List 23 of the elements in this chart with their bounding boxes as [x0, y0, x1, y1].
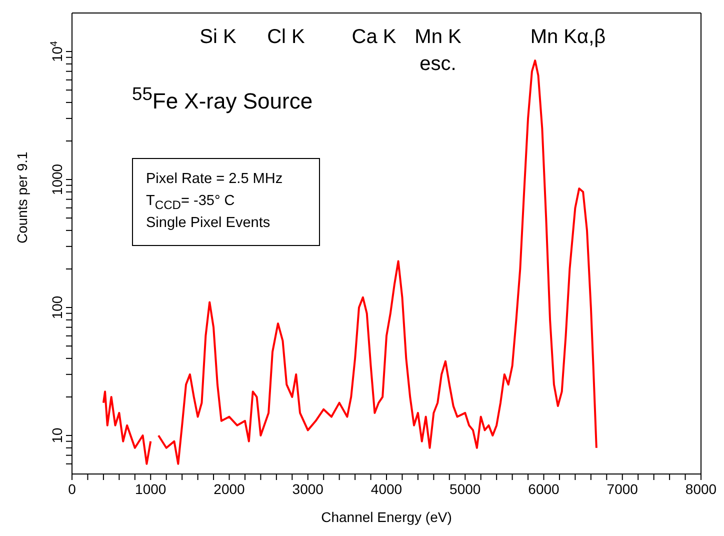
- y-tick-label: 10: [49, 427, 65, 444]
- annotation: Mn Kα,β: [529, 25, 607, 50]
- x-tick-label: 0: [68, 481, 76, 497]
- annotation: Cl K: [266, 25, 306, 50]
- annotation: Single Pixel Events: [146, 214, 272, 233]
- y-axis-title: Counts per 9.1: [14, 151, 30, 244]
- x-tick-label: 7000: [606, 481, 638, 497]
- annotation: Ca K: [350, 25, 398, 50]
- x-tick-label: 1000: [135, 481, 166, 497]
- annotation: $^{55}$Fe X-ray Source: [132, 82, 314, 116]
- x-tick-label: 4000: [370, 481, 402, 497]
- x-tick-label: 6000: [528, 481, 560, 497]
- y-tick-label: 1000: [49, 164, 65, 196]
- x-tick-label: 2000: [214, 481, 246, 497]
- annotation: T$_{CCD}$= -35° C: [146, 192, 236, 214]
- annotation: Si K: [198, 25, 238, 50]
- annotation: Mn K esc.: [414, 25, 462, 77]
- x-axis-title: Channel Energy (eV): [321, 509, 452, 525]
- x-tick-label: 3000: [292, 481, 324, 497]
- annotation: Pixel Rate = 2.5 MHz: [146, 170, 284, 189]
- x-tick-label: 8000: [685, 481, 717, 497]
- y-tick-label: 100: [49, 296, 65, 320]
- x-tick-label: 5000: [450, 481, 481, 497]
